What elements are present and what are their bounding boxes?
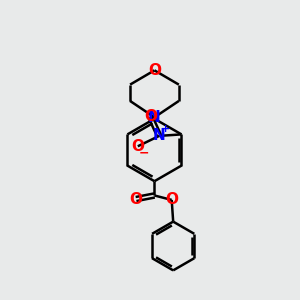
Text: O: O (130, 191, 142, 206)
Text: −: − (139, 146, 150, 159)
Text: N: N (153, 128, 166, 143)
Text: O: O (131, 139, 144, 154)
Text: O: O (165, 192, 178, 207)
Text: O: O (144, 109, 157, 124)
Text: +: + (160, 124, 170, 134)
Text: N: N (148, 110, 161, 125)
Text: O: O (148, 63, 161, 78)
